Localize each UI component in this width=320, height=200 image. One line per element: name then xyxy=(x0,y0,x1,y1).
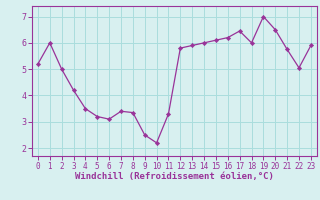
X-axis label: Windchill (Refroidissement éolien,°C): Windchill (Refroidissement éolien,°C) xyxy=(75,172,274,181)
